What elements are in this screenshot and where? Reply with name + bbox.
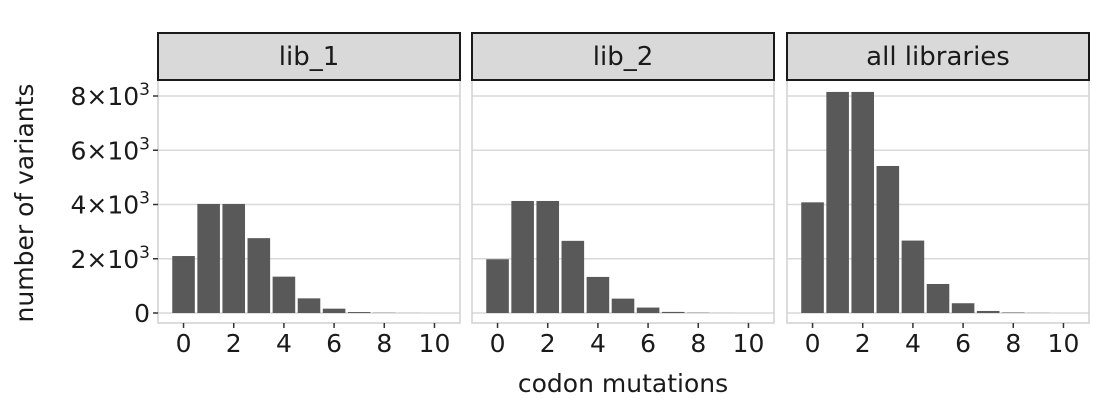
bar (801, 202, 824, 313)
facet-strip (157, 32, 461, 81)
bar (876, 165, 900, 313)
facet-strip-label: all libraries (866, 42, 1010, 72)
y-tick-label: 6×103 (71, 134, 151, 165)
bar (951, 303, 975, 313)
facet-panels: lib_1 0 2 4 6 8 10 lib_2 0 2 4 6 8 10 all libraries 0 2 4… (157, 32, 1090, 358)
x-tick-label: 8 (376, 329, 392, 358)
y-tick-label: 2×103 (71, 243, 151, 274)
x-tick-label: 4 (590, 329, 606, 358)
facet-strip-label: lib_1 (279, 42, 340, 72)
y-axis-title: number of variants (10, 84, 39, 323)
x-tick-label: 0 (805, 329, 821, 358)
y-axis: 0 2×103 4×103 6×103 8×103 (71, 80, 158, 328)
facet-panel: all libraries 0 2 4 6 8 10 (786, 32, 1090, 358)
bar (486, 259, 509, 313)
y-tick-label: 0 (134, 299, 150, 328)
facet-panel: lib_2 0 2 4 6 8 10 (471, 32, 775, 358)
bar (272, 276, 296, 313)
x-tick-label: 4 (905, 329, 921, 358)
x-tick-label: 8 (690, 329, 706, 358)
bar (901, 240, 925, 313)
x-tick-label: 4 (276, 329, 292, 358)
bar (851, 91, 875, 314)
x-tick-label: 2 (226, 329, 242, 358)
bar (586, 276, 610, 313)
bar (926, 283, 950, 313)
bar (172, 256, 195, 313)
x-tick-label: 2 (540, 329, 556, 358)
x-tick-label: 8 (1005, 329, 1021, 358)
bar (197, 203, 220, 313)
bar (826, 91, 849, 314)
bar (347, 312, 371, 313)
bar (661, 311, 685, 313)
x-tick-label: 6 (326, 329, 342, 358)
x-axis-title: codon mutations (518, 369, 728, 398)
bar (561, 240, 585, 313)
bar (636, 307, 660, 313)
bar (222, 203, 246, 313)
x-tick-label: 6 (955, 329, 971, 358)
x-tick-label: 6 (640, 329, 656, 358)
bar (297, 298, 321, 313)
x-tick-label: 10 (419, 329, 451, 358)
y-tick-label: 8×103 (71, 80, 151, 111)
x-tick-label: 0 (176, 329, 192, 358)
x-tick-label: 10 (1048, 329, 1080, 358)
facet-strip (786, 32, 1090, 81)
bar (322, 308, 346, 313)
x-tick-label: 2 (855, 329, 871, 358)
bar (247, 238, 271, 313)
facet-strip-label: lib_2 (593, 42, 654, 72)
y-tick-label: 4×103 (71, 189, 151, 220)
bar (511, 200, 534, 313)
facet-panel: lib_1 0 2 4 6 8 10 (157, 32, 461, 358)
facet-strip (471, 32, 775, 81)
x-tick-label: 0 (490, 329, 506, 358)
bar (976, 310, 1000, 313)
bar (611, 298, 635, 313)
x-tick-label: 10 (733, 329, 765, 358)
bar (536, 200, 560, 313)
